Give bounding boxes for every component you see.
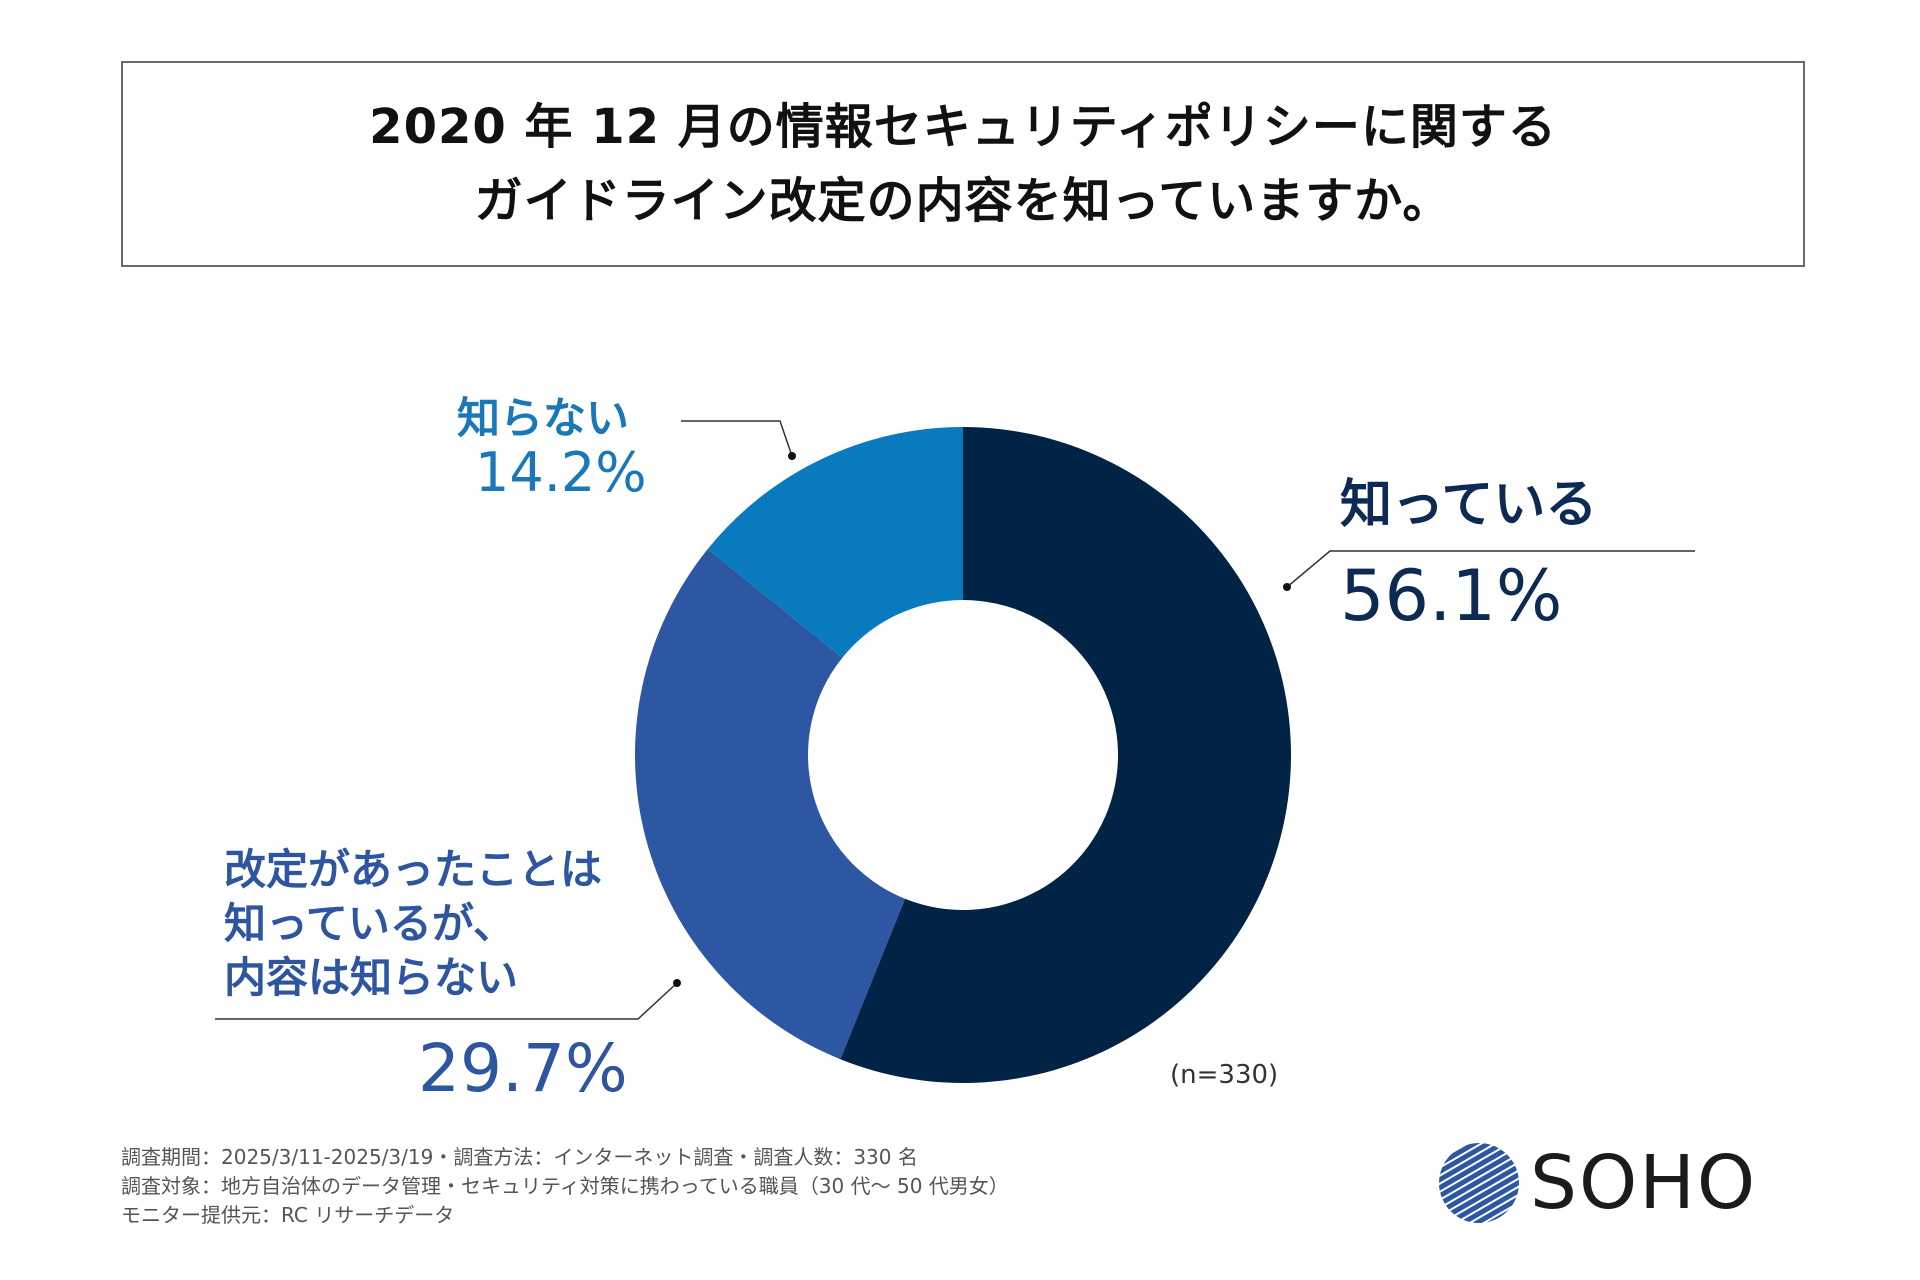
title-line-1: 2020 年 12 月の情報セキュリティポリシーに関する bbox=[369, 99, 1557, 155]
donut-slices bbox=[634, 427, 1291, 1083]
leader-line-unknown bbox=[681, 420, 793, 457]
donut-slice-aware-not-content bbox=[634, 549, 906, 1060]
globe-stripe bbox=[1439, 1143, 1503, 1182]
soho-logo: SOHO bbox=[1436, 1140, 1757, 1226]
label-aware-line-2: 知っているが、 bbox=[224, 899, 516, 948]
footnotes: 調査期間：2025/3/11-2025/3/19・調査方法：インターネット調査・… bbox=[121, 1143, 1009, 1230]
value-know: 56.1% bbox=[1340, 555, 1563, 637]
leader-line-aware bbox=[215, 982, 678, 1020]
globe-stripe bbox=[1439, 1151, 1514, 1200]
value-unknown: 14.2% bbox=[475, 441, 647, 504]
donut-slice-unknown bbox=[707, 427, 963, 658]
leader-dot-know bbox=[1283, 583, 1291, 591]
globe-stripe bbox=[1450, 1176, 1519, 1223]
leader-dot-aware bbox=[673, 979, 681, 987]
footnote-monitor-provider: モニター提供元：RC リサーチデータ bbox=[121, 1203, 455, 1227]
soho-globe-icon bbox=[1439, 1143, 1519, 1223]
title-line-2: ガイドライン改定の内容を知っていますか。 bbox=[474, 173, 1452, 229]
logo-text: SOHO bbox=[1530, 1140, 1758, 1226]
sample-size: (n=330) bbox=[1170, 1060, 1279, 1090]
globe-stripe bbox=[1457, 1188, 1519, 1223]
value-aware-not-content: 29.7% bbox=[418, 1030, 628, 1107]
donut-slice-know bbox=[840, 427, 1291, 1083]
globe-stripe bbox=[1446, 1170, 1519, 1218]
title-box: 2020 年 12 月の情報セキュリティポリシーに関する ガイドライン改定の内容… bbox=[121, 61, 1805, 267]
footnote-survey-period: 調査期間：2025/3/11-2025/3/19・調査方法：インターネット調査・… bbox=[121, 1145, 918, 1169]
label-aware-not-content: 改定があったことは 知っているが、 内容は知らない bbox=[224, 843, 602, 1005]
leader-line-know bbox=[1286, 550, 1695, 588]
label-aware-line-3: 内容は知らない bbox=[224, 953, 519, 1002]
label-know: 知っている bbox=[1340, 475, 1598, 535]
globe-stripe bbox=[1443, 1164, 1519, 1212]
leader-dot-unknown bbox=[788, 452, 796, 460]
globe-stripe bbox=[1439, 1145, 1510, 1194]
label-aware-line-1: 改定があったことは bbox=[224, 845, 603, 894]
leader-lines bbox=[215, 420, 1695, 1020]
globe-stripe bbox=[1439, 1143, 1507, 1188]
footnote-survey-target: 調査対象：地方自治体のデータ管理・セキュリティ対策に携わっている職員（30 代〜… bbox=[121, 1174, 1009, 1198]
label-unknown: 知らない bbox=[457, 394, 629, 444]
globe-stripe bbox=[1453, 1182, 1519, 1223]
globe-stripe bbox=[1439, 1158, 1517, 1206]
